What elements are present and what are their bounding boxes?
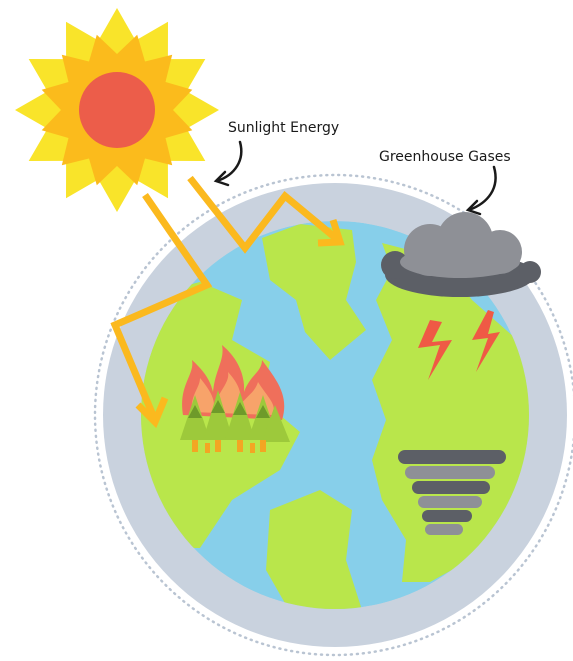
sunlight-label: Sunlight Energy [228,120,339,136]
greenhouse-label: Greenhouse Gases [379,149,511,165]
page: Sunlight Energy Greenhouse Gases (() => … [0,0,573,657]
illustration: Sunlight Energy Greenhouse Gases [0,0,573,657]
